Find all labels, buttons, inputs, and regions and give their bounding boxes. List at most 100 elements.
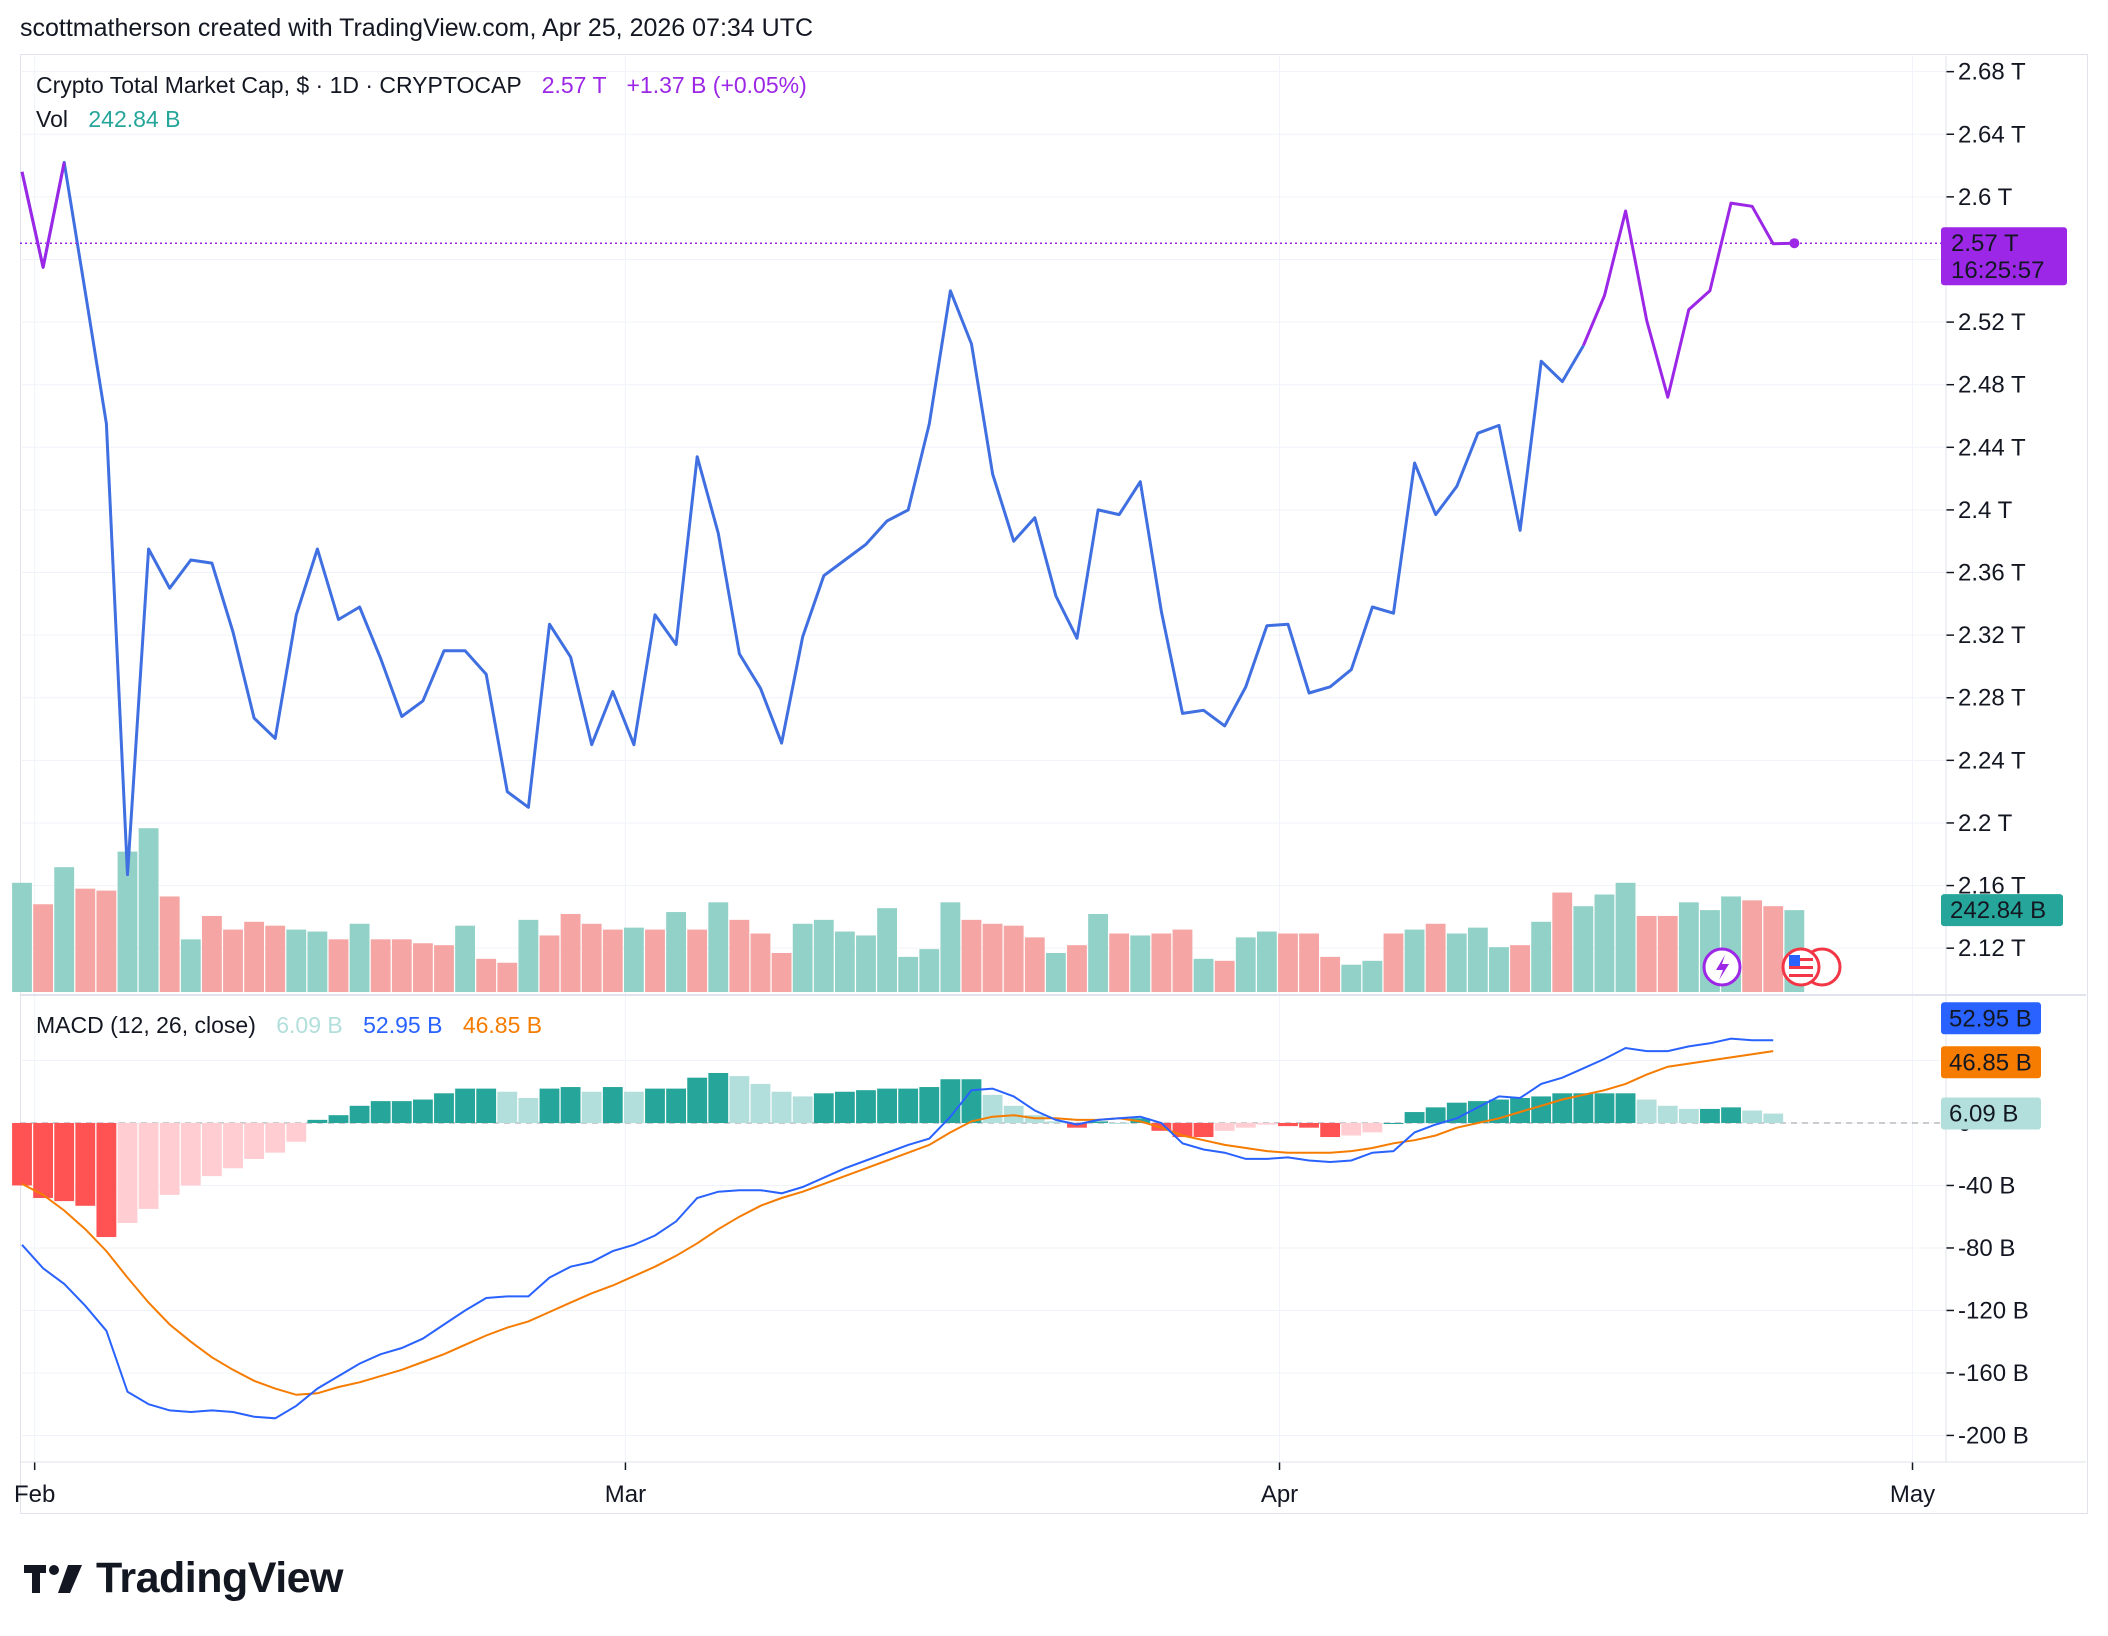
us-flag-icon[interactable] — [1781, 947, 1842, 987]
price-tick-label: 2.12 T — [1958, 935, 2026, 962]
volume-bar — [75, 888, 96, 992]
macd-histogram-bar — [223, 1122, 243, 1169]
volume-bar — [349, 923, 370, 992]
volume-bar — [1235, 937, 1256, 992]
volume-title: Vol — [36, 106, 68, 132]
volume-bar — [792, 923, 813, 992]
volume-bar — [476, 958, 497, 992]
volume-bar — [877, 908, 897, 992]
price-tick-label: 2.32 T — [1958, 622, 2026, 649]
price-tick-label: 2.4 T — [1958, 497, 2013, 524]
last-price-tag: 2.57 T16:25:57 — [1941, 227, 2067, 286]
chart-frame[interactable] — [20, 54, 2088, 1514]
volume-bar — [1172, 929, 1193, 992]
price-tick-label: 2.2 T — [1958, 810, 2013, 837]
macd-histogram-bar — [729, 1076, 750, 1123]
volume-bar — [813, 919, 834, 992]
macd-histogram-bar — [1362, 1122, 1383, 1133]
price-tick-label: 2.68 T — [1958, 59, 2026, 86]
volume-bar — [1341, 964, 1362, 992]
macd-histogram-bar — [180, 1122, 201, 1186]
macd-histogram-bar — [877, 1088, 897, 1123]
volume-bar — [391, 939, 412, 992]
attribution-text: scottmatherson created with TradingView.… — [20, 14, 814, 42]
volume-bar — [645, 929, 665, 992]
macd-histogram-value: 6.09 B — [276, 1012, 343, 1038]
macd-histogram-bar — [1425, 1107, 1446, 1123]
macd-histogram-bar — [33, 1122, 54, 1198]
volume-bar — [750, 933, 771, 992]
macd-pane — [12, 1037, 1946, 1420]
macd-histogram-bar — [476, 1088, 497, 1123]
macd-histogram-bar — [666, 1088, 686, 1123]
macd-signal-line — [21, 1050, 1774, 1396]
symbol-title: Crypto Total Market Cap, $ · 1D · CRYPTO… — [36, 72, 521, 98]
macd-histogram-bar — [1045, 1121, 1066, 1123]
macd-histogram-bar — [834, 1091, 855, 1123]
macd-signal-value: 46.85 B — [463, 1012, 542, 1038]
volume-bar — [1467, 927, 1488, 992]
tradingview-logo: TradingView — [24, 1554, 344, 1603]
macd-histogram-bar — [1657, 1105, 1678, 1123]
macd-histogram-bar — [1700, 1108, 1720, 1123]
volume-bar — [729, 919, 750, 992]
volume-bar — [159, 896, 180, 992]
macd-line-tag-bg — [1941, 1002, 2041, 1035]
macd-histogram-bar — [708, 1072, 729, 1123]
legend-volume: Vol 242.84 B — [36, 106, 180, 132]
macd-histogram-bar — [455, 1088, 476, 1123]
volume-bar — [961, 919, 982, 992]
volume-bar — [1489, 947, 1509, 992]
volume-bar — [1383, 933, 1404, 992]
macd-histogram-bar — [771, 1091, 792, 1123]
volume-bar — [560, 914, 581, 992]
volume-bar — [1552, 892, 1573, 992]
price-line-older — [20, 160, 1585, 877]
brand-name: TradingView — [96, 1554, 344, 1602]
volume-bar — [1320, 956, 1341, 992]
price-tick-label: 2.28 T — [1958, 685, 2026, 712]
volume-last-value: 242.84 B — [88, 106, 180, 132]
macd-histogram-bar — [138, 1122, 159, 1209]
legend-macd: MACD (12, 26, close) 6.09 B 52.95 B 46.8… — [36, 1012, 542, 1038]
volume-bar — [434, 945, 454, 992]
grid-lines — [20, 56, 1946, 1462]
macd-histogram-bar — [75, 1122, 96, 1206]
volume-bar — [180, 939, 201, 992]
volume-bar — [307, 931, 328, 992]
lightning-icon — [1716, 955, 1729, 980]
macd-signal-tag: 46.85 B — [1941, 1046, 2041, 1079]
macd-histogram-bar — [370, 1101, 391, 1123]
macd-histogram-bar — [1320, 1122, 1341, 1138]
volume-bar — [1130, 935, 1151, 992]
volume-bar — [898, 956, 919, 992]
volume-tag-bg — [1941, 894, 2063, 927]
macd-histogram-bar — [1742, 1110, 1763, 1123]
date-tick-label: May — [1890, 1481, 1935, 1508]
volume-bar — [1045, 953, 1066, 992]
last-price-tag-value: 2.57 T — [1951, 230, 2019, 257]
macd-histogram-bar — [1088, 1121, 1108, 1123]
macd-histogram-bar — [1636, 1099, 1657, 1123]
volume-bar — [1425, 923, 1446, 992]
volume-bar — [1256, 931, 1277, 992]
volume-bar — [1531, 921, 1552, 992]
macd-histogram-bar — [434, 1093, 454, 1123]
date-tick-label: Mar — [605, 1481, 646, 1508]
events-marker[interactable] — [1702, 947, 1742, 987]
volume-bar — [201, 915, 222, 992]
macd-histogram-bar — [645, 1088, 665, 1123]
legend-change: +1.37 B (+0.05%) — [626, 72, 806, 98]
volume-bar — [602, 929, 623, 992]
volume-bar — [708, 902, 729, 992]
macd-histogram-bar — [1341, 1122, 1362, 1136]
macd-histogram-bar — [117, 1122, 138, 1223]
macd-histogram-bar — [1594, 1093, 1615, 1123]
macd-signal-tag-bg — [1941, 1046, 2041, 1079]
macd-tick-label: -120 B — [1958, 1297, 2029, 1324]
price-tick-label: 2.44 T — [1958, 434, 2026, 461]
macd-histogram-bar — [623, 1091, 644, 1123]
volume-bar — [223, 929, 243, 992]
volume-bar — [1214, 960, 1235, 992]
